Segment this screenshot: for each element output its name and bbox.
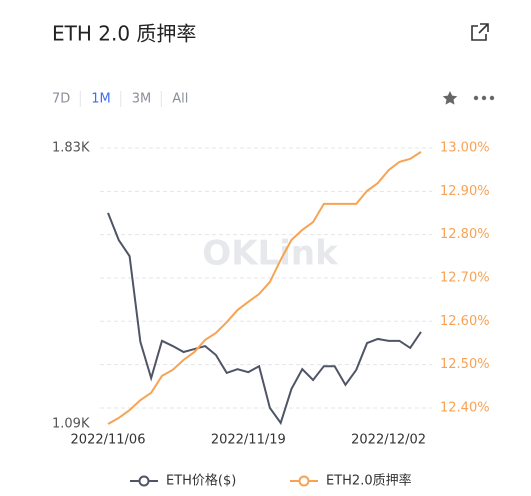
y2-tick-label: 12.60% <box>440 314 490 329</box>
series-line <box>107 212 422 426</box>
legend-label: ETH价格($) <box>166 473 236 489</box>
watermark: OKLink <box>202 234 339 274</box>
x-tick-label: 2022/12/02 <box>351 433 426 448</box>
y2-tick-label: 12.50% <box>440 357 490 372</box>
tab[interactable]: 7D <box>52 92 70 107</box>
tab[interactable]: 1M <box>91 92 111 107</box>
legend-item: ETH价格($) <box>130 473 236 489</box>
title: ETH 2.0 质押率 <box>52 22 196 46</box>
share-icon[interactable] <box>471 23 489 41</box>
x-tick-label: 2022/11/06 <box>71 433 146 448</box>
tab[interactable]: 3M <box>132 92 152 107</box>
legend-marker <box>298 475 310 487</box>
y-tick-label: 1.83K <box>52 141 90 156</box>
tabs: 7D 1M 3M All <box>52 91 188 107</box>
tab[interactable]: All <box>172 92 188 107</box>
y2-tick-label: 12.90% <box>440 184 490 199</box>
star-icon[interactable] <box>442 91 458 105</box>
y2-tick-label: 13.00% <box>440 141 490 156</box>
x-tick-label: 2022/11/19 <box>211 433 286 448</box>
series-line <box>107 151 422 425</box>
y2-tick-label: 12.80% <box>440 227 490 242</box>
y-tick-label: 1.09K <box>52 417 90 432</box>
legend-marker <box>138 475 150 487</box>
legend-item: ETH2.0质押率 <box>290 473 412 489</box>
legend-label: ETH2.0质押率 <box>326 473 412 489</box>
more-icon[interactable] <box>473 95 495 101</box>
y2-tick-label: 12.40% <box>440 400 490 415</box>
y2-tick-label: 12.70% <box>440 270 490 285</box>
